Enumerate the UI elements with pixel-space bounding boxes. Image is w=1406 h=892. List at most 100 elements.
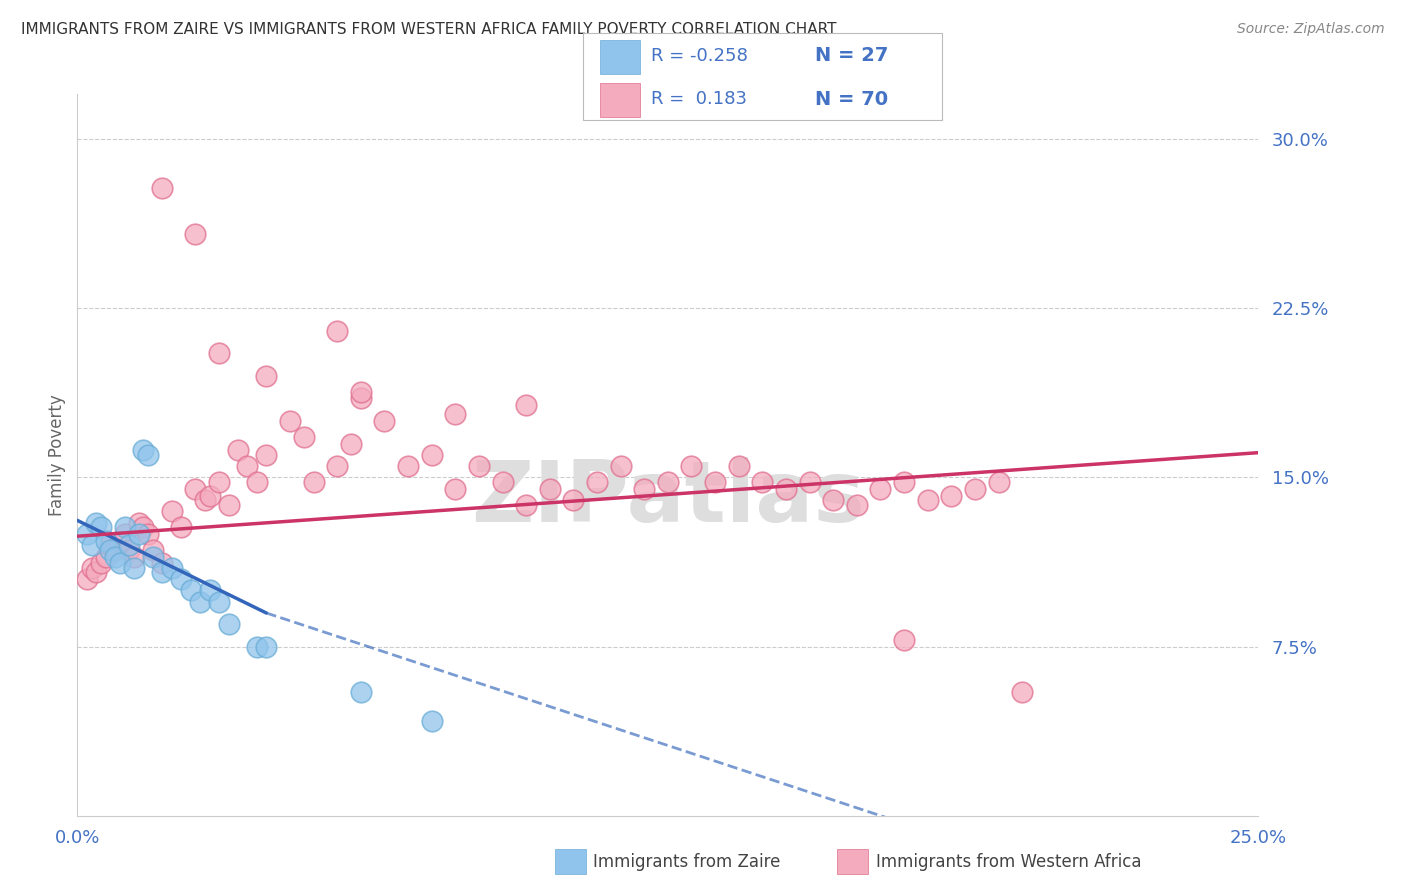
Point [84,566,107,580]
Point [869,482,891,496]
Point [246,640,269,654]
Point [184,227,207,241]
Point [90,520,112,534]
Point [170,520,193,534]
Point [350,392,373,406]
Point [562,493,585,508]
Point [1011,685,1033,699]
Point [218,617,240,632]
Point [823,493,845,508]
Point [799,475,821,489]
Point [586,475,609,489]
Text: IMMIGRANTS FROM ZAIRE VS IMMIGRANTS FROM WESTERN AFRICA FAMILY POVERTY CORRELATI: IMMIGRANTS FROM ZAIRE VS IMMIGRANTS FROM… [21,22,837,37]
Point [208,475,231,489]
Point [893,633,915,648]
Point [246,475,269,489]
Point [917,493,939,508]
Point [76,527,98,541]
Point [150,181,173,195]
Point [100,542,122,557]
Point [136,448,159,462]
Point [80,561,103,575]
Point [396,459,419,474]
Point [198,583,221,598]
Point [104,542,127,557]
Point [350,384,373,399]
Point [142,549,165,564]
Text: R =  0.183: R = 0.183 [651,90,747,109]
Point [208,346,231,360]
Point [108,557,131,571]
Point [128,527,150,541]
Point [254,448,277,462]
Point [420,448,443,462]
Point [373,414,395,428]
Point [132,520,155,534]
Text: R = -0.258: R = -0.258 [651,46,748,65]
Point [326,459,349,474]
Point [254,368,277,383]
Text: Source: ZipAtlas.com: Source: ZipAtlas.com [1237,22,1385,37]
Point [128,516,150,530]
Point [704,475,727,489]
Text: Immigrants from Zaire: Immigrants from Zaire [593,853,780,871]
Point [893,475,915,489]
Point [491,475,513,489]
Point [326,324,349,338]
Point [681,459,703,474]
Point [160,504,183,518]
Point [845,498,868,512]
Point [150,557,173,571]
Point [751,475,773,489]
Point [122,549,145,564]
Point [84,516,107,530]
Point [198,489,221,503]
Point [515,398,537,412]
Point [633,482,655,496]
Point [218,498,240,512]
Text: N = 70: N = 70 [815,90,889,109]
Text: Immigrants from Western Africa: Immigrants from Western Africa [876,853,1142,871]
Point [657,475,679,489]
Point [188,595,211,609]
Point [208,595,231,609]
Point [941,489,963,503]
Point [132,443,155,458]
Point [194,493,217,508]
Point [76,572,98,586]
Point [94,549,117,564]
Point [350,685,373,699]
Point [609,459,631,474]
Point [727,459,749,474]
Point [278,414,301,428]
Point [302,475,325,489]
Point [136,527,159,541]
Point [775,482,797,496]
Point [108,533,131,548]
Point [150,566,173,580]
Text: ZIPatlas: ZIPatlas [471,457,865,540]
Point [114,527,136,541]
Point [987,475,1010,489]
Point [94,533,117,548]
Point [100,538,122,552]
Point [963,482,986,496]
Point [254,640,277,654]
Point [170,572,193,586]
Point [118,542,141,557]
Point [340,436,363,450]
Point [90,557,112,571]
Point [538,482,561,496]
Point [226,443,249,458]
Point [118,538,141,552]
Point [114,520,136,534]
Point [420,714,443,729]
Point [515,498,537,512]
Point [104,549,127,564]
Point [122,561,145,575]
Point [184,482,207,496]
Point [468,459,491,474]
Point [444,482,467,496]
Text: N = 27: N = 27 [815,46,889,65]
Point [160,561,183,575]
